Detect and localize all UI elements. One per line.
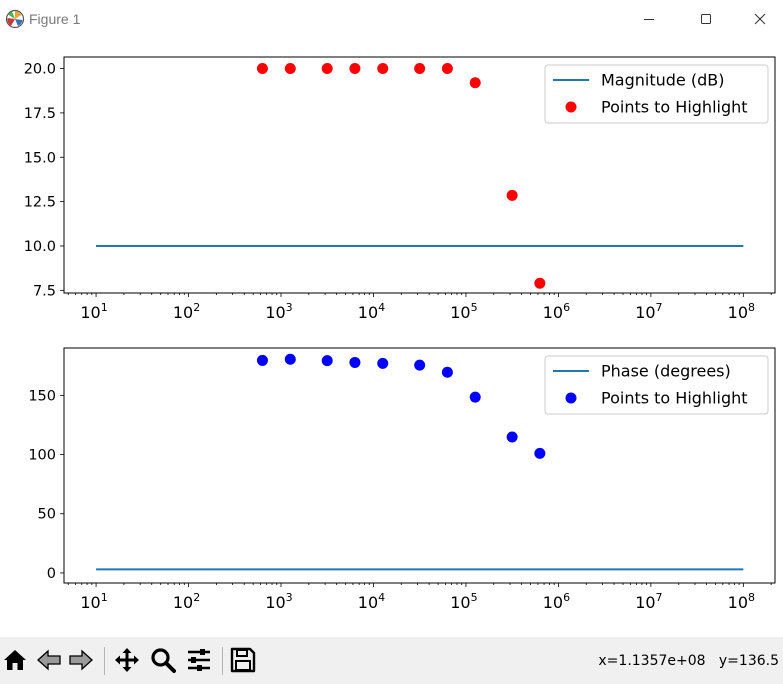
legend-marker-swatch — [565, 101, 577, 113]
phase-highlight-point — [441, 366, 453, 378]
x-tick-label: 105 — [450, 301, 477, 322]
figure-canvas[interactable]: 101 102 103 104 105 106 107 108 7.5 10.0 12.5 15.0 1… — [0, 38, 783, 636]
legend-label: Magnitude (dB) — [601, 71, 724, 90]
x-tick-label: 101 — [80, 301, 107, 322]
x-tick-label: 102 — [173, 591, 200, 612]
magnitude-highlight-point — [321, 63, 333, 75]
phase-highlight-point — [534, 447, 546, 459]
legend-label: Points to Highlight — [601, 98, 748, 117]
legend-label: Phase (degrees) — [601, 362, 731, 381]
x-tick-label: 105 — [450, 591, 477, 612]
close-icon — [754, 13, 766, 25]
forward-button[interactable] — [67, 646, 95, 674]
home-button[interactable] — [1, 646, 29, 674]
magnitude-highlight-point — [284, 63, 296, 75]
title-bar: Figure 1 — [0, 0, 783, 38]
x-tick-label: 103 — [265, 301, 292, 322]
magnitude-highlight-point — [534, 277, 546, 289]
magnitude-highlight-point — [377, 63, 389, 75]
minimize-icon — [644, 19, 654, 20]
phase-highlight-point — [321, 355, 333, 367]
y-tick-label: 10.0 — [24, 239, 56, 255]
y-tick-label: 50 — [38, 507, 56, 523]
toolbar-separator — [104, 647, 105, 675]
magnitude-axes: 101 102 103 104 105 106 107 108 7.5 10.0 12.5 15.0 1… — [24, 56, 776, 322]
y-tick-label: 0 — [47, 566, 56, 582]
x-tick-label: 107 — [635, 301, 662, 322]
x-tick-label: 106 — [543, 591, 570, 612]
pan-move-icon — [115, 648, 139, 672]
maximize-button[interactable] — [683, 0, 729, 38]
phase-highlight-point — [349, 356, 361, 368]
x-tick-label: 108 — [728, 301, 755, 322]
y-tick-label: 7.5 — [33, 283, 56, 299]
navigation-toolbar: x=1.1357e+08 y=136.5 — [0, 637, 783, 684]
x-tick-label: 108 — [728, 591, 755, 612]
phase-highlight-point — [469, 391, 481, 403]
magnitude-highlight-point — [469, 77, 481, 89]
phase-legend — [544, 355, 769, 415]
y-tick-label: 100 — [28, 448, 56, 464]
magnitude-highlight-point — [506, 189, 518, 201]
configure-subplots-button[interactable] — [185, 646, 213, 674]
save-floppy-icon — [230, 647, 256, 673]
x-tick-label: 106 — [543, 301, 570, 322]
matplotlib-icon — [5, 9, 25, 29]
save-button[interactable] — [229, 646, 257, 674]
maximize-icon — [701, 14, 711, 24]
phase-highlight-point — [506, 431, 518, 443]
y-tick-label: 15.0 — [24, 150, 56, 166]
x-tick-label: 102 — [173, 301, 200, 322]
home-icon — [4, 650, 26, 670]
close-button[interactable] — [737, 0, 783, 38]
x-tick-label: 104 — [358, 591, 385, 612]
phase-highlight-point — [256, 354, 268, 366]
magnitude-highlight-point — [256, 63, 268, 75]
legend-marker-swatch — [565, 392, 577, 404]
x-tick-label: 104 — [358, 301, 385, 322]
pan-button[interactable] — [113, 646, 141, 674]
x-tick-label: 101 — [80, 591, 107, 612]
minimize-button[interactable] — [626, 0, 672, 38]
phase-highlight-point — [377, 357, 389, 369]
zoom-magnifier-icon — [151, 648, 176, 673]
magnitude-highlight-point — [441, 63, 453, 75]
y-tick-label: 150 — [28, 388, 56, 404]
forward-arrow-icon — [69, 649, 93, 671]
window-title: Figure 1 — [29, 11, 81, 27]
phase-highlight-point — [284, 353, 296, 365]
phase-axes: 101 102 103 104 105 106 107 108 0 50 100 150 Phase (… — [28, 347, 776, 612]
legend-label: Points to Highlight — [601, 389, 748, 408]
x-tick-label: 103 — [265, 591, 292, 612]
cursor-coordinates: x=1.1357e+08 y=136.5 — [598, 653, 779, 669]
zoom-button[interactable] — [149, 646, 177, 674]
y-tick-label: 20.0 — [24, 62, 56, 78]
back-arrow-icon — [37, 649, 61, 671]
x-tick-label: 107 — [635, 591, 662, 612]
y-tick-label: 12.5 — [24, 195, 56, 211]
magnitude-highlight-point — [349, 63, 361, 75]
magnitude-highlight-point — [414, 63, 426, 75]
configure-subplots-icon — [188, 649, 210, 671]
figure-svg: 101 102 103 104 105 106 107 108 7.5 10.0 12.5 15.0 1… — [24, 56, 776, 612]
toolbar-separator — [222, 647, 223, 675]
back-button[interactable] — [35, 646, 63, 674]
phase-highlight-point — [414, 359, 426, 371]
y-tick-label: 17.5 — [24, 106, 56, 122]
magnitude-legend — [544, 64, 769, 124]
